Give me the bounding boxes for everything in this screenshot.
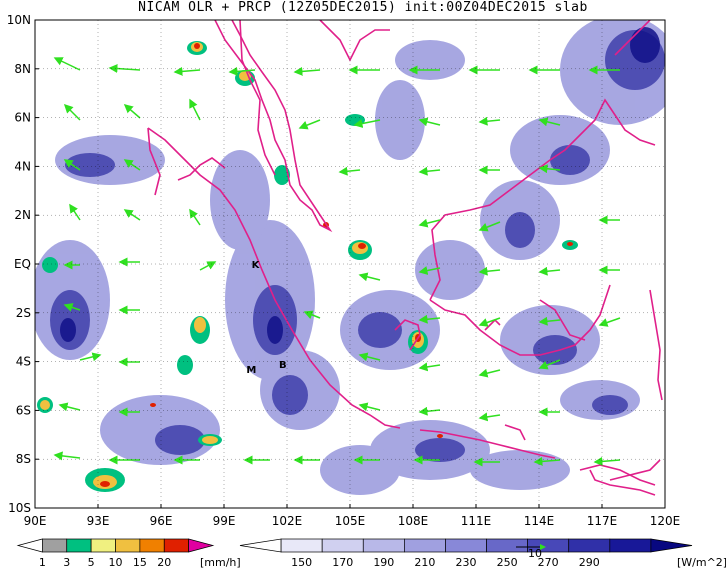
olr-tick-label: 210 — [414, 556, 435, 569]
lon-tick-label: 114E — [524, 514, 555, 528]
lon-tick-label: 111E — [461, 514, 492, 528]
lon-tick-label: 96E — [150, 514, 173, 528]
latitude-axis: 10N 8N 6N 4N 2N EQ 2S 4S 6S 8S 10S — [7, 13, 39, 515]
lon-tick-label: 93E — [87, 514, 110, 528]
olr-tick-label: 230 — [456, 556, 477, 569]
olr-swatch — [568, 538, 611, 553]
lat-tick-label: 8N — [14, 62, 31, 76]
lat-tick-label: 6N — [14, 111, 31, 125]
longitude-axis: 90E 93E 96E 99E 102E 105E 108E 111E 114E 117E 120E — [24, 504, 681, 528]
lon-tick-label: 99E — [213, 514, 236, 528]
marker-m: M — [246, 365, 256, 376]
olr-colorbar-swatches — [239, 538, 693, 553]
olr-swatch — [362, 538, 405, 553]
precip-unit: [mm/h] — [200, 556, 241, 569]
lat-tick-label: 6S — [16, 403, 31, 417]
olr-swatch — [609, 538, 652, 553]
precip-swatch — [163, 538, 189, 553]
precip-swatch-high — [188, 538, 215, 553]
precipitation-cells — [37, 41, 578, 492]
precip-colorbar: 1 3 5 10 15 20 [mm/h] — [16, 538, 241, 569]
olr-tick-label: 190 — [373, 556, 394, 569]
lat-tick-label: 2S — [16, 306, 31, 320]
olr-unit: [W/m^2] — [677, 556, 726, 569]
olr-swatch — [404, 538, 446, 553]
precip-swatch — [42, 538, 68, 553]
olr-tick-label: 170 — [332, 556, 353, 569]
precip-swatch — [66, 538, 92, 553]
precip-swatch — [115, 538, 141, 553]
wind-vectors — [53, 57, 621, 467]
vector-reference-label: 10 — [528, 547, 542, 560]
lat-tick-label: 8S — [16, 452, 31, 466]
precip-tick-label: 15 — [133, 556, 147, 569]
lon-tick-label: 105E — [335, 514, 366, 528]
lat-tick-label: EQ — [14, 257, 31, 271]
olr-colorbar-ticks: 150 170 190 210 230 250 270 290 — [291, 556, 600, 569]
olr-tick-label: 150 — [291, 556, 312, 569]
olr-swatch — [280, 538, 323, 553]
olr-swatch — [486, 538, 528, 553]
lat-tick-label: 10N — [7, 13, 31, 27]
lon-tick-label: 108E — [398, 514, 429, 528]
olr-tick-label: 290 — [579, 556, 600, 569]
lon-tick-label: 90E — [24, 514, 47, 528]
precip-colorbar-swatches — [16, 538, 215, 553]
olr-swatch — [445, 538, 487, 553]
lon-tick-label: 120E — [650, 514, 681, 528]
precip-tick-label: 5 — [88, 556, 95, 569]
olr-colorbar: 150 170 190 210 230 250 270 290 10 [W/m^2] — [239, 538, 726, 569]
precip-tick-label: 20 — [157, 556, 171, 569]
lat-tick-label: 4S — [16, 355, 31, 369]
precip-swatch — [90, 538, 116, 553]
olr-tick-label: 270 — [538, 556, 559, 569]
marker-b: B — [279, 360, 287, 371]
olr-swatch-low — [239, 538, 282, 553]
lat-tick-label: 10S — [8, 501, 31, 515]
olr-tick-label: 250 — [497, 556, 518, 569]
precip-tick-label: 10 — [109, 556, 123, 569]
lon-tick-label: 117E — [587, 514, 618, 528]
precip-colorbar-ticks: 1 3 5 10 15 20 — [39, 556, 171, 569]
precip-swatch — [139, 538, 165, 553]
gridlines — [35, 20, 665, 508]
precip-tick-label: 3 — [63, 556, 70, 569]
olr-swatch — [321, 538, 364, 553]
lat-tick-label: 2N — [14, 208, 31, 222]
precip-swatch-low — [16, 538, 43, 553]
olr-swatch-high — [650, 538, 693, 553]
location-markers: K M B — [246, 260, 286, 376]
map-title: NICAM OLR + PRCP (12Z05DEC2015) init:00Z… — [138, 0, 588, 15]
marker-k: K — [252, 260, 261, 271]
lon-tick-label: 102E — [272, 514, 303, 528]
lat-tick-label: 4N — [14, 159, 31, 173]
precip-tick-label: 1 — [39, 556, 46, 569]
